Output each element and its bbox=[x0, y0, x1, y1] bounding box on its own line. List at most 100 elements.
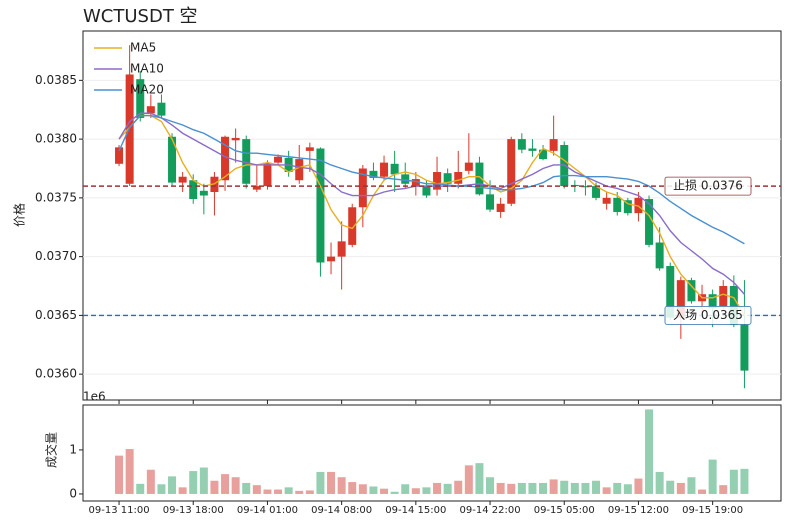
candle-body bbox=[475, 162, 484, 195]
candle-body bbox=[115, 147, 124, 164]
y-tick-label: 0.0370 bbox=[35, 249, 77, 263]
volume-bar bbox=[295, 490, 304, 494]
candle-body bbox=[422, 186, 431, 196]
chart-title: WCTUSDT 空 bbox=[83, 6, 198, 27]
volume-bar bbox=[358, 484, 367, 494]
ma-line bbox=[118, 114, 746, 316]
volume-bar bbox=[676, 482, 685, 494]
legend-label: MA10 bbox=[130, 62, 164, 76]
candle-body bbox=[676, 280, 685, 318]
candle-body bbox=[464, 162, 473, 171]
legend-label: MA5 bbox=[130, 41, 156, 55]
volume-bar bbox=[528, 482, 537, 494]
candle-body bbox=[708, 294, 717, 309]
candle-body bbox=[581, 186, 590, 188]
x-tick-label: 09-15 12:00 bbox=[608, 505, 669, 516]
candle-body bbox=[305, 147, 314, 151]
y-tick-label: 1 bbox=[69, 442, 77, 456]
candle-body bbox=[146, 106, 155, 114]
volume-bar bbox=[496, 482, 505, 494]
candle-body bbox=[486, 194, 495, 210]
candle-body bbox=[316, 148, 325, 263]
candle-body bbox=[125, 74, 134, 184]
volume-bar bbox=[486, 477, 495, 494]
volume-bar bbox=[242, 482, 251, 494]
volume-bar bbox=[539, 482, 548, 494]
volume-bar bbox=[411, 488, 420, 494]
volume-bar bbox=[157, 484, 166, 494]
volume-bar bbox=[443, 483, 452, 494]
volume-bar bbox=[602, 487, 611, 494]
candle-body bbox=[549, 139, 558, 151]
volume-bar bbox=[210, 480, 219, 494]
candle-body bbox=[687, 280, 696, 302]
volume-bar bbox=[570, 482, 579, 494]
reference-label: 入场 0.0365 bbox=[673, 308, 743, 322]
candle-body bbox=[252, 186, 261, 190]
volume-bar bbox=[252, 485, 261, 494]
candle-body bbox=[168, 136, 177, 183]
candle-body bbox=[740, 324, 749, 371]
volume-bar bbox=[581, 482, 590, 494]
volume-bar bbox=[337, 477, 346, 494]
volume-bar bbox=[284, 487, 293, 494]
volume-bar bbox=[433, 482, 442, 494]
candle-body bbox=[263, 162, 272, 187]
volume-bar bbox=[390, 491, 399, 494]
volume-bar bbox=[613, 482, 622, 494]
volume-bar bbox=[316, 471, 325, 494]
candle-body bbox=[645, 199, 654, 245]
y-tick-label: 0.0360 bbox=[35, 367, 77, 381]
volume-bar bbox=[231, 477, 240, 494]
volume-bar bbox=[136, 483, 145, 494]
volume-bar bbox=[401, 484, 410, 494]
volume-bar bbox=[719, 485, 728, 494]
reference-box bbox=[664, 305, 752, 325]
volume-bar bbox=[687, 477, 696, 494]
candle-body bbox=[539, 149, 548, 160]
volume-bar bbox=[464, 465, 473, 494]
y-tick-label: 0.0385 bbox=[35, 73, 77, 87]
x-tick-label: 09-15 05:00 bbox=[534, 505, 595, 516]
candle-body bbox=[401, 174, 410, 184]
x-tick-label: 09-14 01:00 bbox=[237, 505, 298, 516]
volume-bar bbox=[380, 488, 389, 494]
volume-bar bbox=[634, 478, 643, 494]
volume-bar bbox=[623, 484, 632, 494]
volume-bar bbox=[729, 469, 738, 494]
candle-body bbox=[390, 163, 399, 175]
candle-body bbox=[592, 186, 601, 198]
volume-bar bbox=[305, 490, 314, 494]
volume-bar bbox=[274, 489, 283, 494]
volume-bar bbox=[475, 463, 484, 494]
candle-body bbox=[157, 102, 166, 116]
volume-bar bbox=[146, 469, 155, 494]
volume-bar bbox=[369, 486, 378, 494]
candle-body bbox=[327, 256, 336, 262]
candle-body bbox=[189, 180, 198, 200]
volume-bar bbox=[348, 482, 357, 494]
volume-bar bbox=[221, 474, 230, 494]
volume-bar bbox=[592, 480, 601, 494]
candle-body bbox=[623, 200, 632, 214]
volume-bar bbox=[454, 480, 463, 494]
candle-body bbox=[178, 176, 187, 183]
volume-bar bbox=[666, 480, 675, 494]
volume-bar bbox=[168, 476, 177, 494]
x-tick-label: 09-14 15:00 bbox=[385, 505, 446, 516]
candle-body bbox=[655, 242, 664, 269]
candle-body bbox=[613, 197, 622, 212]
ma-line bbox=[118, 114, 745, 245]
reference-label: 止损 0.0376 bbox=[673, 179, 743, 193]
candle-body bbox=[517, 139, 526, 150]
candle-body bbox=[454, 172, 463, 184]
x-tick-label: 09-15 19:00 bbox=[682, 505, 743, 516]
volume-bar bbox=[698, 489, 707, 494]
x-tick-label: 09-13 18:00 bbox=[163, 505, 224, 516]
offset-label: 1e6 bbox=[83, 390, 106, 404]
volume-bar bbox=[560, 480, 569, 494]
candle-body bbox=[136, 79, 145, 118]
volume-bar bbox=[125, 449, 134, 494]
volume-bar bbox=[507, 483, 516, 494]
candle-body bbox=[380, 162, 389, 177]
